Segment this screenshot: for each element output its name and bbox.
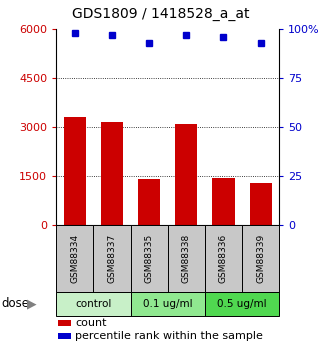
Bar [205,292,279,316]
Bar [213,178,235,225]
Bar [138,179,160,225]
Text: count: count [75,318,107,328]
Bar [131,292,205,316]
Bar [58,333,71,339]
Bar [242,225,279,292]
Text: GSM88334: GSM88334 [70,234,79,283]
Bar [58,320,71,326]
Text: GSM88336: GSM88336 [219,234,228,283]
Bar [205,225,242,292]
Bar [249,183,272,225]
Bar [168,225,205,292]
Text: 0.5 ug/ml: 0.5 ug/ml [217,299,267,309]
Bar [175,124,197,225]
Text: GSM88338: GSM88338 [182,234,191,283]
Text: GSM88337: GSM88337 [108,234,117,283]
Bar [93,225,131,292]
Bar [101,122,123,225]
Text: 0.1 ug/ml: 0.1 ug/ml [143,299,193,309]
Bar [131,225,168,292]
Bar [56,225,93,292]
Text: dose: dose [2,297,30,310]
Bar [56,292,131,316]
Text: GSM88339: GSM88339 [256,234,265,283]
Text: control: control [75,299,111,309]
Bar [64,117,86,225]
Text: ▶: ▶ [27,297,36,310]
Text: GDS1809 / 1418528_a_at: GDS1809 / 1418528_a_at [72,7,249,21]
Text: GSM88335: GSM88335 [145,234,154,283]
Text: percentile rank within the sample: percentile rank within the sample [75,331,263,341]
